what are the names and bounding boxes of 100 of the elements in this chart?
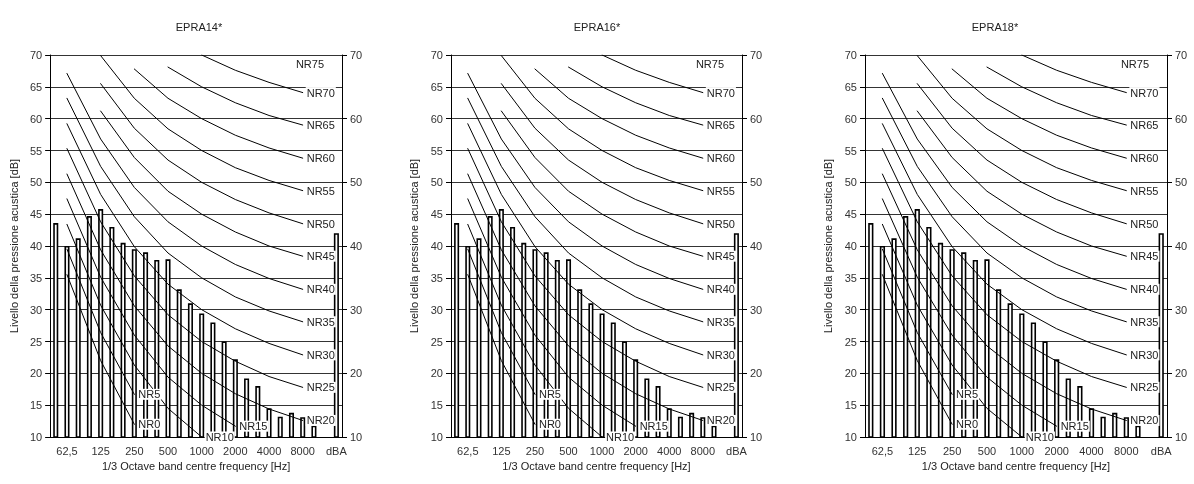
y2-tick-label: 30 [350,303,363,316]
y-axis-title: Livello della pressione acustica [dB] [408,158,421,334]
y2-tick-label: 10 [350,431,363,443]
y-tick-label: 70 [844,49,857,61]
y-tick-label: 65 [29,80,43,93]
y-tick-label: 65 [430,80,443,93]
y2-tick-label: 10 [1175,431,1188,443]
x-axis-title: 1/3 Octave band centre frequency [Hz] [101,460,291,473]
series-label: NR25 [706,381,735,394]
series-label: NR0 [138,418,161,431]
x-tick-label: 62,5 [457,444,479,457]
series-label: NR25 [306,381,335,394]
y2-tick-label: 30 [1175,303,1188,316]
series-label: NR65 [306,119,335,132]
series-label: NR40 [306,283,335,296]
series-label: NR45 [306,250,335,263]
x-tick-label: 2000 [223,444,248,457]
y-tick-label: 30 [844,303,857,316]
series-label: NR0 [538,418,561,431]
series-label: NR45 [706,250,735,263]
x-tick-label: 125 [492,444,511,457]
y-axis-title: Livello della pressione acustica [dB] [7,158,20,334]
x-tick-label: 1000 [1009,444,1035,457]
series-label: NR0 [956,418,979,431]
y2-tick-label: 70 [350,49,363,61]
y-tick-label: 65 [844,80,857,93]
y2-tick-label: 20 [1175,367,1188,380]
series-label: NR70 [306,86,335,99]
series-label: NR10 [606,431,635,443]
x-axis-title: 1/3 Octave band centre frequency [Hz] [502,460,691,473]
y-axis-title: Livello della pressione acustica [dB] [822,158,835,334]
series-label: NR10 [1025,431,1054,443]
series-label: NR50 [306,217,335,230]
chart-title: EPRA14* [175,20,223,33]
y-tick-label: 15 [844,399,857,412]
x-tick-label: 250 [942,444,962,457]
y-tick-label: 10 [844,431,857,443]
x-tick-label: 2000 [1044,444,1069,457]
y2-tick-label: 60 [750,112,763,125]
y2-tick-label: 60 [350,112,363,125]
x-tick-label: 8000 [290,444,315,457]
series-label: NR30 [1130,348,1159,361]
y-tick-label: 55 [844,144,857,157]
series-label: NR25 [1130,381,1159,394]
x-tick-label: 250 [525,444,545,457]
y-tick-label: 50 [844,176,857,189]
series-label: NR40 [1130,283,1159,296]
annotation: NR75 [695,57,724,70]
y-tick-label: 60 [29,112,43,125]
y-tick-label: 25 [430,335,443,348]
x-tick-label: 4000 [1079,444,1104,457]
series-label: NR20 [306,414,335,427]
y-tick-label: 60 [430,112,443,125]
x-tick-label: 8000 [690,444,716,457]
x-tick-label: 500 [158,444,178,457]
series-label: NR35 [1130,315,1159,328]
chart-title: EPRA18* [971,20,1019,33]
x-tick-label: 4000 [256,444,282,457]
y-tick-label: 20 [430,367,443,380]
series-label: NR15 [639,420,668,433]
x-tick-label: 62,5 [871,444,894,457]
y2-tick-label: 40 [350,240,363,252]
series-label: NR65 [1130,119,1159,132]
series-label: NR60 [1130,152,1159,165]
y2-tick-label: 70 [750,49,763,61]
x-tick-label: dBA [726,444,748,457]
y-tick-label: 40 [29,240,43,252]
series-label: NR55 [706,184,735,197]
x-tick-label: 125 [908,444,927,457]
series-label: NR5 [956,388,979,401]
x-tick-label: 500 [977,444,997,457]
y2-tick-label: 40 [750,240,763,252]
x-tick-label: 250 [125,444,144,457]
series-label: NR30 [706,348,735,361]
annotation: NR75 [295,57,324,70]
y-tick-label: 55 [29,144,43,157]
y-tick-label: 70 [430,49,443,61]
y-tick-label: 50 [430,176,443,189]
series-label: NR40 [706,283,735,296]
x-tick-label: 8000 [1114,444,1139,457]
annotation: NR75 [1120,57,1149,70]
y-tick-label: 45 [430,208,443,221]
x-tick-label: 62,5 [56,444,78,457]
series-label: NR30 [306,348,335,361]
y-tick-label: 20 [29,367,43,380]
y-tick-label: 60 [844,112,857,125]
y2-tick-label: 30 [750,303,763,316]
y-tick-label: 50 [29,176,43,189]
series-label: NR10 [205,431,234,443]
y-tick-label: 15 [430,399,443,412]
x-tick-label: dBA [325,444,348,457]
y2-tick-label: 20 [750,367,763,380]
y-tick-label: 15 [29,399,43,412]
series-label: NR35 [706,315,735,328]
y2-tick-label: 60 [1175,112,1188,125]
y-tick-label: 25 [29,335,43,348]
y-tick-label: 35 [29,271,43,284]
y2-tick-label: 70 [1175,49,1188,61]
y-tick-label: 10 [430,431,443,443]
y-tick-label: 20 [844,367,857,380]
